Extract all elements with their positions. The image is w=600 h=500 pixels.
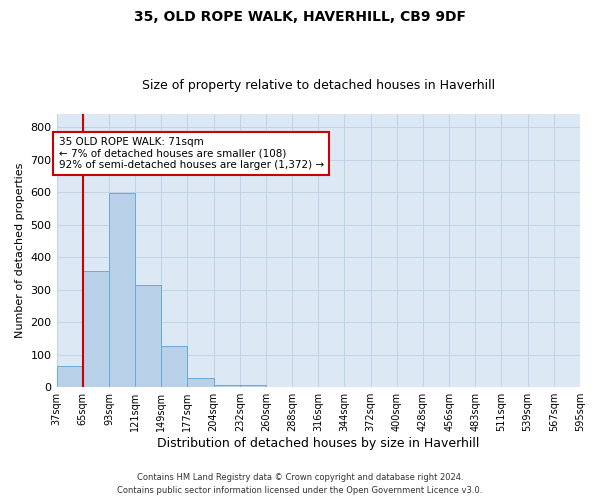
Text: Contains HM Land Registry data © Crown copyright and database right 2024.
Contai: Contains HM Land Registry data © Crown c… [118,474,482,495]
Bar [214,385,240,387]
Title: Size of property relative to detached houses in Haverhill: Size of property relative to detached ho… [142,79,495,92]
Bar [161,346,187,387]
Bar [187,378,214,387]
Bar [56,366,83,387]
Y-axis label: Number of detached properties: Number of detached properties [15,163,25,338]
Bar [83,271,109,387]
X-axis label: Distribution of detached houses by size in Haverhill: Distribution of detached houses by size … [157,437,479,450]
Bar [240,384,266,387]
Bar [109,193,135,387]
Text: 35, OLD ROPE WALK, HAVERHILL, CB9 9DF: 35, OLD ROPE WALK, HAVERHILL, CB9 9DF [134,10,466,24]
Bar [135,285,161,387]
Text: 35 OLD ROPE WALK: 71sqm
← 7% of detached houses are smaller (108)
92% of semi-de: 35 OLD ROPE WALK: 71sqm ← 7% of detached… [59,137,324,170]
